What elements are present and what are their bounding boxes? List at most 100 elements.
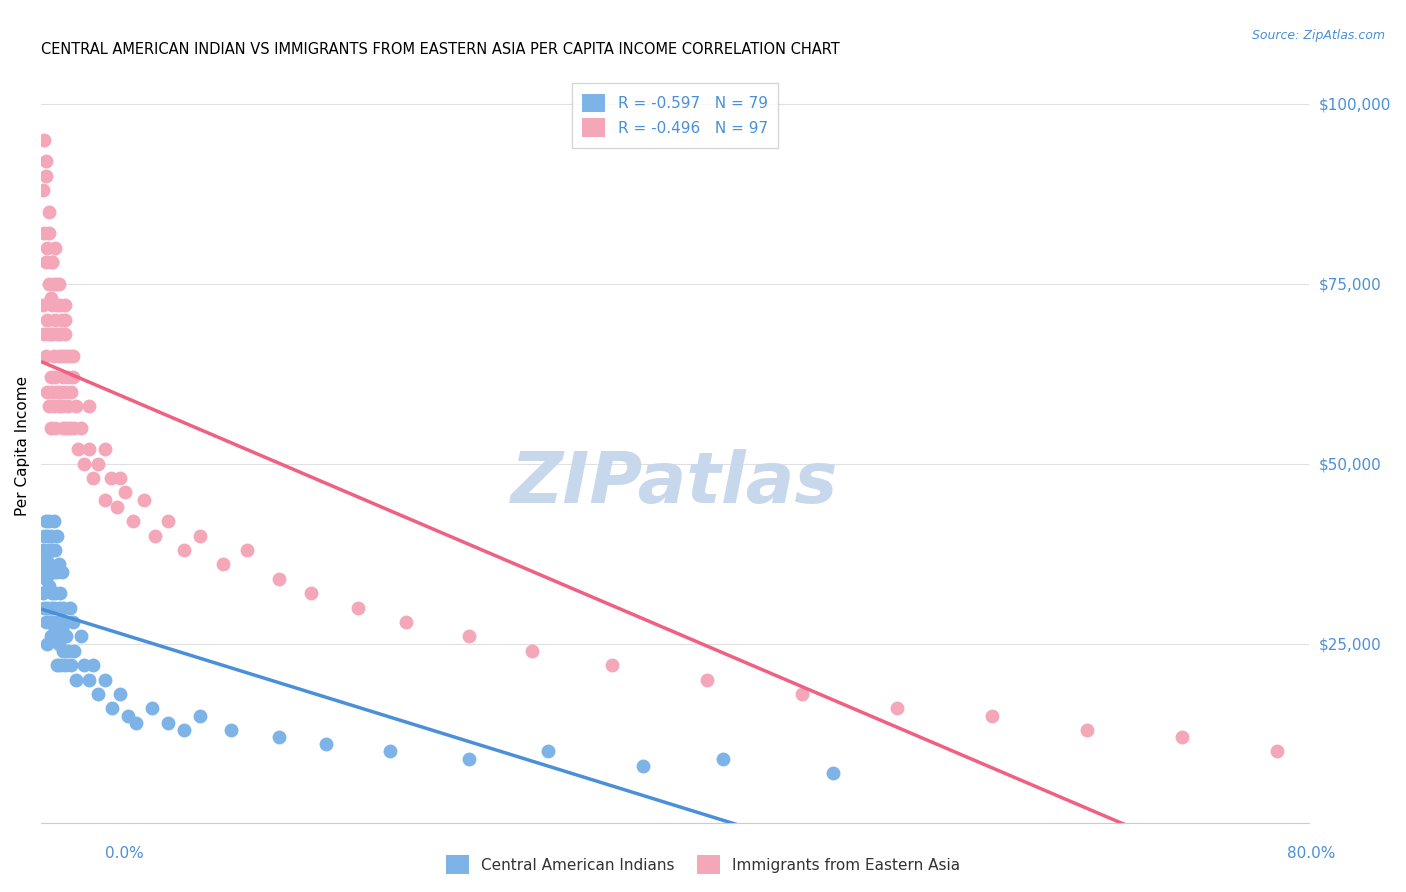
Point xyxy=(600,658,623,673)
Point xyxy=(38,204,60,219)
Point xyxy=(44,241,66,255)
Text: 0.0%: 0.0% xyxy=(105,847,145,861)
Point xyxy=(59,420,82,434)
Point xyxy=(59,349,82,363)
Point xyxy=(347,600,370,615)
Point xyxy=(114,485,136,500)
Point xyxy=(39,629,62,643)
Point xyxy=(55,420,77,434)
Point xyxy=(31,543,53,558)
Point xyxy=(82,471,104,485)
Point xyxy=(101,701,124,715)
Point xyxy=(51,565,73,579)
Point xyxy=(62,615,84,629)
Point xyxy=(49,384,72,399)
Point xyxy=(38,399,60,413)
Point xyxy=(212,558,235,572)
Point xyxy=(41,255,63,269)
Point xyxy=(63,644,86,658)
Point xyxy=(110,471,132,485)
Point xyxy=(267,572,290,586)
Point xyxy=(35,255,58,269)
Point xyxy=(236,543,259,558)
Point xyxy=(46,658,69,673)
Point xyxy=(73,658,96,673)
Point xyxy=(188,708,211,723)
Point xyxy=(35,572,58,586)
Point xyxy=(77,442,100,457)
Point xyxy=(35,550,58,565)
Point xyxy=(49,326,72,341)
Point xyxy=(394,615,416,629)
Point xyxy=(55,629,77,643)
Point xyxy=(37,384,59,399)
Point xyxy=(66,442,89,457)
Point xyxy=(31,298,53,312)
Point xyxy=(31,183,53,197)
Point xyxy=(77,673,100,687)
Point xyxy=(42,399,65,413)
Point xyxy=(35,349,58,363)
Point xyxy=(38,514,60,528)
Point xyxy=(93,492,115,507)
Point xyxy=(315,737,337,751)
Point xyxy=(87,457,110,471)
Point xyxy=(60,384,83,399)
Point xyxy=(69,420,91,434)
Point xyxy=(156,715,179,730)
Point xyxy=(52,370,75,384)
Point xyxy=(633,759,655,773)
Point xyxy=(711,752,734,766)
Point xyxy=(39,600,62,615)
Point xyxy=(42,349,65,363)
Point xyxy=(32,226,55,240)
Point xyxy=(63,420,86,434)
Point xyxy=(44,622,66,636)
Point xyxy=(49,586,72,600)
Point xyxy=(458,629,481,643)
Point xyxy=(32,133,55,147)
Point xyxy=(1171,730,1194,744)
Point xyxy=(46,326,69,341)
Point xyxy=(51,349,73,363)
Point xyxy=(981,708,1004,723)
Point xyxy=(48,636,70,650)
Point xyxy=(53,658,76,673)
Point xyxy=(117,708,139,723)
Point xyxy=(53,312,76,326)
Point xyxy=(44,543,66,558)
Point xyxy=(56,644,79,658)
Point xyxy=(51,399,73,413)
Point xyxy=(37,636,59,650)
Point xyxy=(522,644,544,658)
Point xyxy=(46,565,69,579)
Point xyxy=(35,154,58,169)
Point xyxy=(122,514,145,528)
Point xyxy=(59,600,82,615)
Legend: R = -0.597   N = 79, R = -0.496   N = 97: R = -0.597 N = 79, R = -0.496 N = 97 xyxy=(572,83,779,147)
Point xyxy=(1076,723,1098,737)
Point xyxy=(39,565,62,579)
Point xyxy=(38,615,60,629)
Point xyxy=(823,766,845,780)
Point xyxy=(39,528,62,542)
Point xyxy=(110,687,132,701)
Text: Source: ZipAtlas.com: Source: ZipAtlas.com xyxy=(1251,29,1385,42)
Point xyxy=(41,298,63,312)
Point xyxy=(49,298,72,312)
Point xyxy=(458,752,481,766)
Point xyxy=(38,326,60,341)
Point xyxy=(65,673,87,687)
Point xyxy=(886,701,908,715)
Point xyxy=(56,399,79,413)
Text: ZIPatlas: ZIPatlas xyxy=(512,449,839,518)
Point xyxy=(51,312,73,326)
Point xyxy=(219,723,242,737)
Point xyxy=(46,615,69,629)
Point xyxy=(35,615,58,629)
Point xyxy=(125,715,148,730)
Point xyxy=(173,723,195,737)
Point xyxy=(41,543,63,558)
Point xyxy=(41,565,63,579)
Point xyxy=(52,420,75,434)
